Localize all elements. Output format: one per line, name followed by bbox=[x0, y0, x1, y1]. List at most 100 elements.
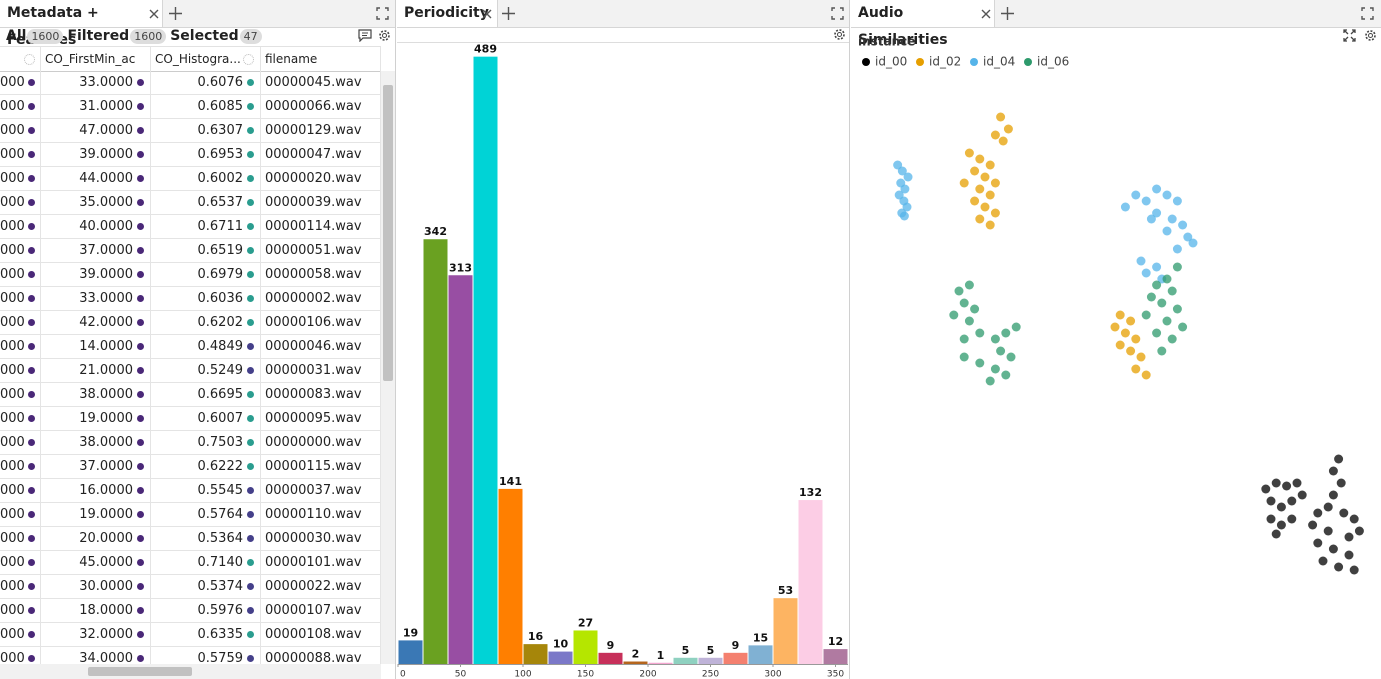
column-header[interactable] bbox=[0, 47, 41, 71]
point[interactable] bbox=[1162, 316, 1172, 326]
point[interactable] bbox=[949, 310, 959, 320]
point[interactable] bbox=[1167, 286, 1177, 296]
bar[interactable] bbox=[423, 239, 448, 664]
table-row[interactable]: 000 21.0000 0.5249 00000031.wav bbox=[0, 359, 381, 383]
bar[interactable] bbox=[798, 500, 823, 664]
column-header[interactable]: filename bbox=[261, 47, 381, 71]
point[interactable] bbox=[1261, 484, 1271, 494]
point[interactable] bbox=[1141, 370, 1151, 380]
table-row[interactable]: 000 45.0000 0.7140 00000101.wav bbox=[0, 551, 381, 575]
point[interactable] bbox=[1152, 328, 1162, 338]
point[interactable] bbox=[975, 184, 985, 194]
point[interactable] bbox=[970, 196, 980, 206]
point[interactable] bbox=[954, 286, 964, 296]
fullscreen-icon[interactable] bbox=[831, 7, 844, 20]
tab-title[interactable]: Periodicity bbox=[404, 5, 489, 21]
point[interactable] bbox=[1157, 346, 1167, 356]
count-label[interactable]: All bbox=[6, 28, 27, 44]
add-tab-icon[interactable] bbox=[169, 7, 182, 20]
bar[interactable] bbox=[648, 662, 673, 664]
point[interactable] bbox=[1136, 256, 1146, 266]
settings-icon[interactable] bbox=[1364, 29, 1377, 42]
point[interactable] bbox=[1178, 322, 1188, 332]
point[interactable] bbox=[1146, 214, 1156, 224]
v-scrollbar[interactable] bbox=[381, 71, 395, 664]
point[interactable] bbox=[1141, 196, 1151, 206]
v-scroll-thumb[interactable] bbox=[383, 85, 393, 381]
point[interactable] bbox=[1287, 496, 1297, 506]
bar[interactable] bbox=[698, 657, 723, 664]
point[interactable] bbox=[1328, 490, 1338, 500]
point[interactable] bbox=[1328, 466, 1338, 476]
table-row[interactable]: 000 37.0000 0.6222 00000115.wav bbox=[0, 455, 381, 479]
point[interactable] bbox=[970, 166, 980, 176]
feature-icon[interactable] bbox=[243, 54, 254, 65]
table-row[interactable]: 000 18.0000 0.5976 00000107.wav bbox=[0, 599, 381, 623]
point[interactable] bbox=[996, 112, 1006, 122]
point[interactable] bbox=[980, 172, 990, 182]
point[interactable] bbox=[959, 298, 969, 308]
point[interactable] bbox=[1271, 529, 1281, 539]
bar[interactable] bbox=[498, 488, 523, 664]
table-row[interactable]: 000 42.0000 0.6202 00000106.wav bbox=[0, 311, 381, 335]
point[interactable] bbox=[1266, 496, 1276, 506]
point[interactable] bbox=[975, 154, 985, 164]
table-row[interactable]: 000 34.0000 0.5759 00000088.wav bbox=[0, 647, 381, 664]
point[interactable] bbox=[975, 328, 985, 338]
point[interactable] bbox=[1318, 556, 1328, 566]
point[interactable] bbox=[1183, 232, 1193, 242]
point[interactable] bbox=[1172, 304, 1182, 314]
tab[interactable]: Periodicity bbox=[397, 0, 498, 27]
point[interactable] bbox=[902, 202, 912, 212]
table-row[interactable]: 000 33.0000 0.6036 00000002.wav bbox=[0, 287, 381, 311]
tab[interactable]: Metadata + Features bbox=[0, 0, 163, 48]
point[interactable] bbox=[964, 280, 974, 290]
point[interactable] bbox=[1308, 520, 1318, 530]
feature-icon[interactable] bbox=[24, 54, 35, 65]
settings-icon[interactable] bbox=[378, 29, 391, 42]
column-title[interactable]: filename bbox=[265, 52, 318, 66]
point[interactable] bbox=[1334, 454, 1344, 464]
h-scroll-thumb[interactable] bbox=[88, 667, 192, 676]
point[interactable] bbox=[1292, 478, 1302, 488]
point[interactable] bbox=[1323, 502, 1333, 512]
point[interactable] bbox=[1349, 514, 1359, 524]
legend-label[interactable]: id_00 bbox=[875, 55, 907, 69]
bar[interactable] bbox=[598, 652, 623, 664]
point[interactable] bbox=[1162, 274, 1172, 284]
point[interactable] bbox=[899, 211, 909, 221]
point[interactable] bbox=[1006, 352, 1016, 362]
bar[interactable] bbox=[623, 661, 648, 664]
fullscreen-icon[interactable] bbox=[1361, 7, 1374, 20]
legend-label[interactable]: id_04 bbox=[983, 55, 1015, 69]
h-scrollbar[interactable] bbox=[0, 664, 381, 679]
point[interactable] bbox=[1297, 490, 1307, 500]
point[interactable] bbox=[1152, 208, 1162, 218]
point[interactable] bbox=[1011, 322, 1021, 332]
settings-icon[interactable] bbox=[833, 28, 846, 41]
point[interactable] bbox=[1276, 502, 1286, 512]
table-row[interactable]: 000 16.0000 0.5545 00000037.wav bbox=[0, 479, 381, 503]
legend-swatch[interactable] bbox=[916, 58, 924, 66]
point[interactable] bbox=[985, 190, 995, 200]
point[interactable] bbox=[990, 364, 1000, 374]
table-row[interactable]: 000 44.0000 0.6002 00000020.wav bbox=[0, 167, 381, 191]
point[interactable] bbox=[1003, 124, 1013, 134]
bar[interactable] bbox=[448, 275, 473, 664]
point[interactable] bbox=[1271, 478, 1281, 488]
point[interactable] bbox=[1172, 244, 1182, 254]
point[interactable] bbox=[900, 184, 910, 194]
point[interactable] bbox=[903, 172, 913, 182]
point[interactable] bbox=[990, 208, 1000, 218]
table-row[interactable]: 000 14.0000 0.4849 00000046.wav bbox=[0, 335, 381, 359]
point[interactable] bbox=[959, 334, 969, 344]
bar[interactable] bbox=[548, 651, 573, 664]
point[interactable] bbox=[1172, 262, 1182, 272]
point[interactable] bbox=[980, 202, 990, 212]
table-row[interactable]: 000 20.0000 0.5364 00000030.wav bbox=[0, 527, 381, 551]
tab-title[interactable]: Audio Similarities bbox=[858, 5, 948, 48]
point[interactable] bbox=[1287, 514, 1297, 524]
point[interactable] bbox=[1336, 478, 1346, 488]
add-tab-icon[interactable] bbox=[502, 7, 515, 20]
point[interactable] bbox=[1172, 196, 1182, 206]
